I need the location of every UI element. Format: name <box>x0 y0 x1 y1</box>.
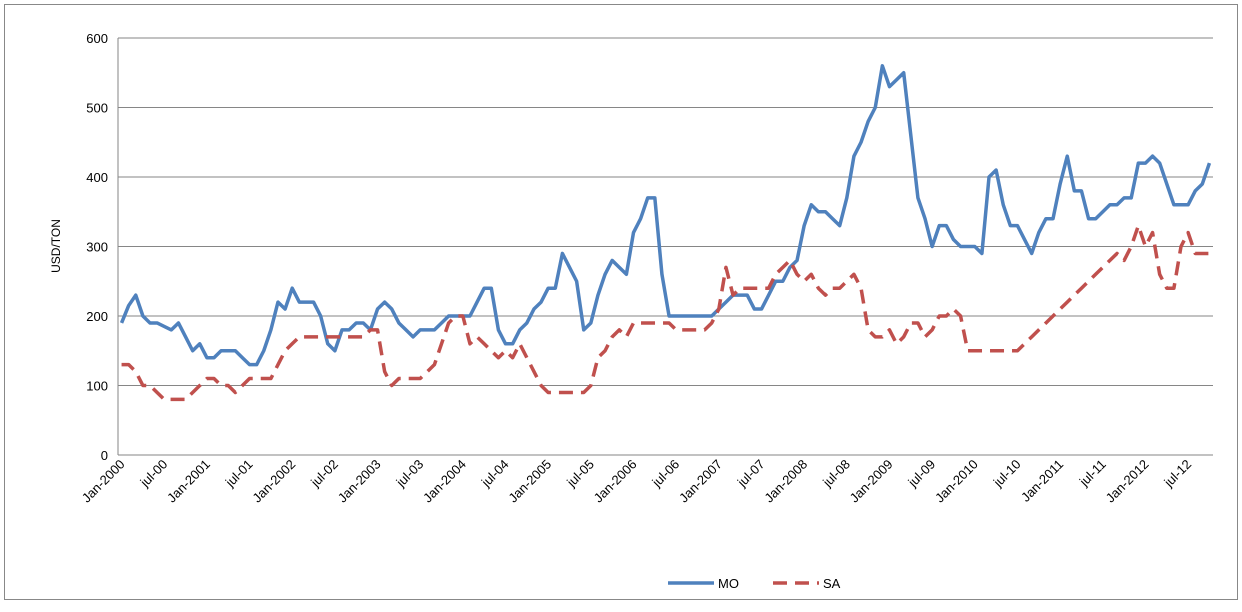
y-tick-label: 500 <box>86 101 108 116</box>
legend-label: SA <box>823 576 841 591</box>
series-line <box>121 223 1210 402</box>
legend-label: MO <box>718 576 739 591</box>
chart-border <box>4 4 1238 600</box>
y-tick-label: 0 <box>101 448 108 463</box>
y-tick-label: 100 <box>86 379 108 394</box>
y-tick-label: 200 <box>86 309 108 324</box>
y-tick-label: 300 <box>86 240 108 255</box>
y-tick-label: 600 <box>86 31 108 46</box>
series-line <box>119 64 1212 367</box>
y-tick-label: 400 <box>86 170 108 185</box>
y-axis-label: USD/TON <box>49 219 63 273</box>
